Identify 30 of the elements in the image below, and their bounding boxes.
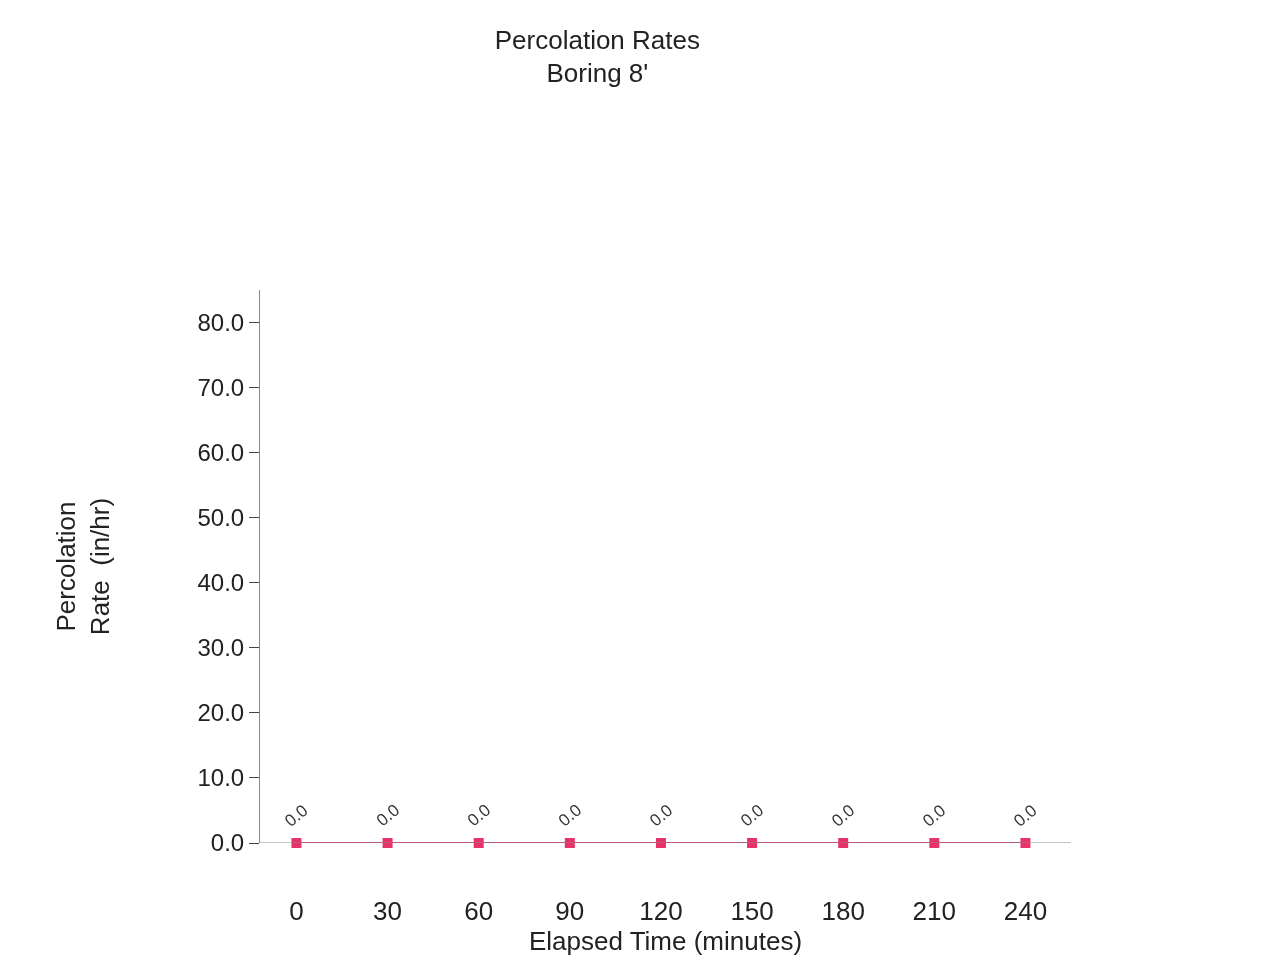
text: 0.0 xyxy=(372,800,404,831)
text: 0.0 xyxy=(1010,800,1041,831)
text: 0.0 xyxy=(828,800,859,831)
y-tick-label: 40.0 xyxy=(197,569,245,597)
text: 0.0 xyxy=(463,800,495,831)
y-tick-label: 30.0 xyxy=(197,634,245,662)
text: 0.0 xyxy=(919,800,950,831)
x-tick-label: 60 xyxy=(464,896,494,926)
text: 0.0 xyxy=(281,800,312,831)
x-tick-label: 0 xyxy=(289,896,304,926)
x-tick-label: 210 xyxy=(912,896,957,926)
y-tick-label: 70.0 xyxy=(197,373,245,401)
y-tick-label: 0.0 xyxy=(210,829,245,857)
x-tick-label: 90 xyxy=(555,896,585,926)
y-tick-label: 80.0 xyxy=(197,308,245,336)
y-tick-label: 20.0 xyxy=(197,699,245,727)
x-tick-label: 150 xyxy=(730,896,774,926)
x-tick-label: 120 xyxy=(639,896,683,926)
text: 0.0 xyxy=(554,800,586,831)
text: 0.0 xyxy=(646,800,677,831)
x-tick-label: 180 xyxy=(821,896,865,926)
y-tick-label: 10.0 xyxy=(197,764,245,792)
x-tick-label: 30 xyxy=(373,896,403,926)
chart-title: Percolation Rates Boring 8' xyxy=(494,24,700,89)
x-axis-title: Elapsed Time (minutes) xyxy=(528,926,803,956)
y-tick-label: 60.0 xyxy=(197,439,245,467)
y-axis-title: Percolation Rate (in/hr) xyxy=(51,497,115,636)
text: 0.0 xyxy=(737,800,768,831)
y-tick-label: 50.0 xyxy=(197,504,245,532)
x-tick-label: 240 xyxy=(1003,896,1048,926)
